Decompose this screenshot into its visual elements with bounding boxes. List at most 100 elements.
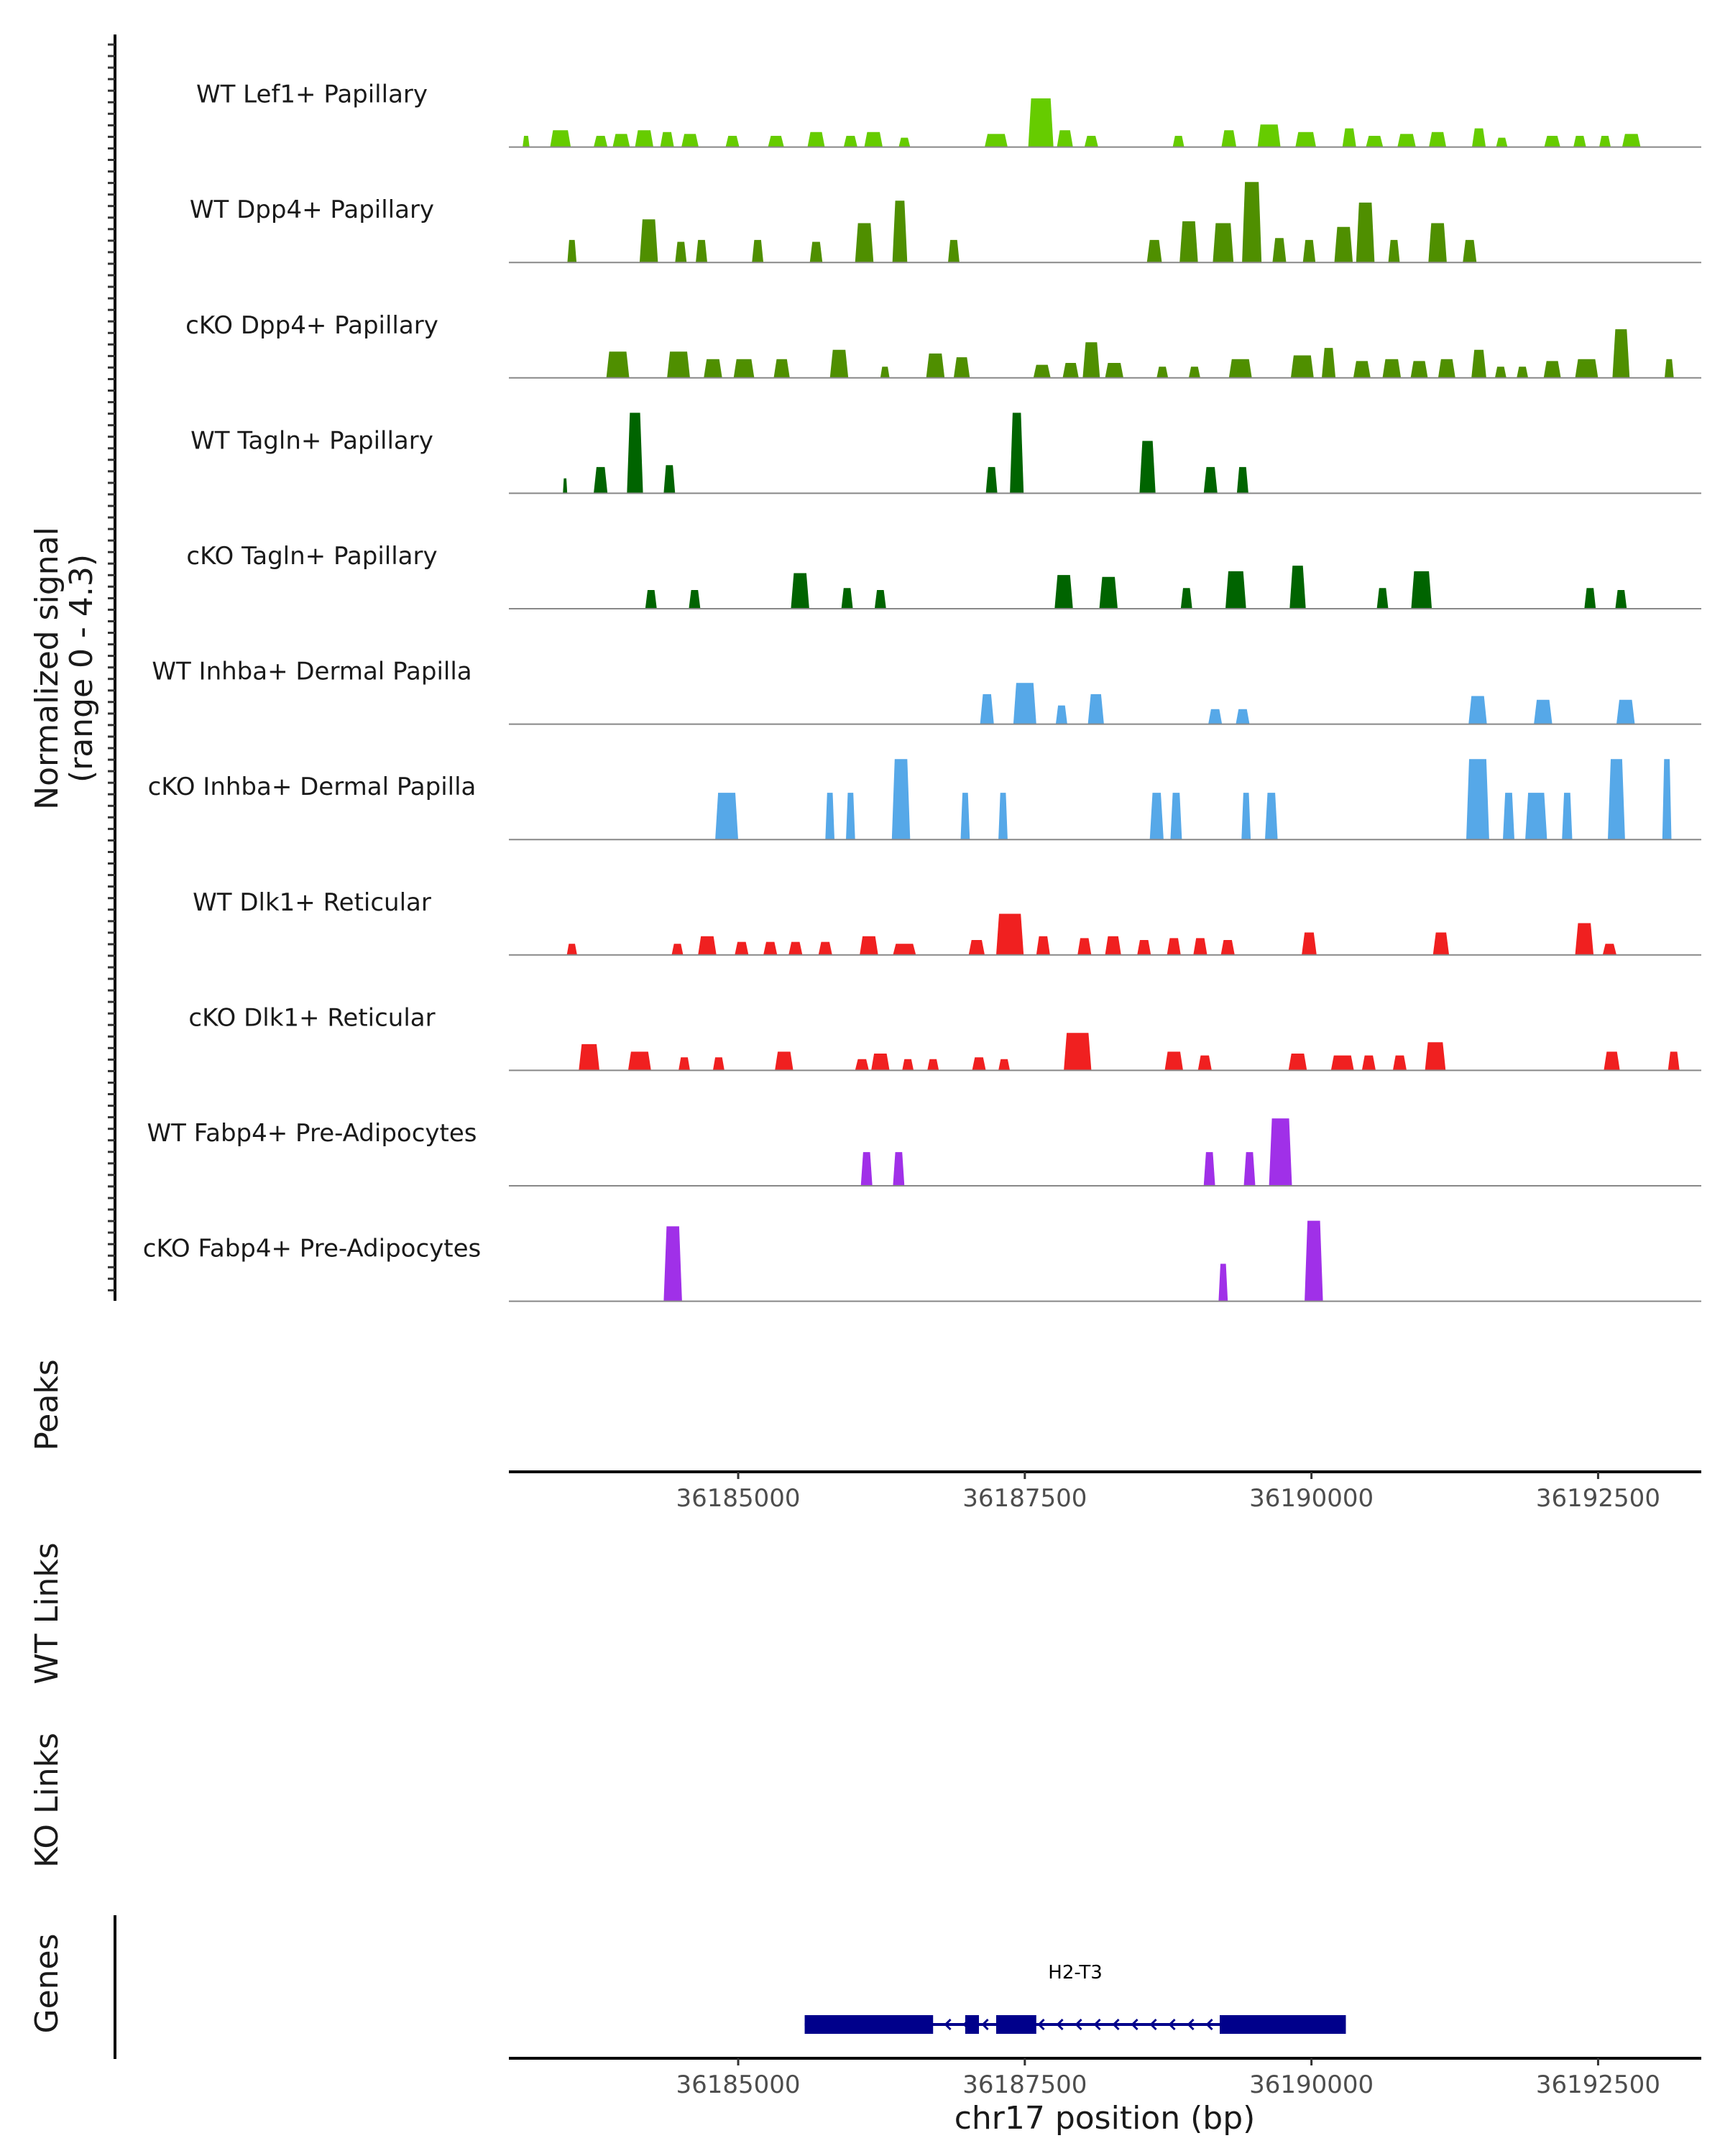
coverage-peak (1064, 1033, 1092, 1071)
coverage-peak (594, 466, 608, 494)
coverage-peak (788, 941, 803, 955)
coverage-peak (1334, 226, 1353, 263)
coverage-peak (1662, 759, 1672, 840)
gene-track: H2-T3 (804, 1962, 1346, 2034)
x-axis-title: chr17 position (bp) (954, 2100, 1256, 2137)
coverage-peak (1361, 1055, 1376, 1071)
coverage-peak (1257, 124, 1281, 147)
coverage-peak (1496, 137, 1508, 147)
wt-links-panel-title: WT Links (29, 1542, 65, 1684)
coverage-peak (1236, 709, 1250, 724)
coverage-peak (1428, 223, 1447, 263)
track-label: WT Tagln+ Papillary (190, 426, 433, 455)
coverage-peak (1082, 342, 1100, 378)
coverage-peak (953, 357, 970, 378)
coverage-peak (1220, 940, 1235, 955)
coverage-peak (1167, 938, 1181, 955)
coverage-peak (704, 359, 722, 378)
x-tick-label: 36190000 (1249, 1484, 1374, 1513)
coverage-peak (898, 137, 911, 147)
coverage-peak (1602, 944, 1616, 955)
coverage-peak (1397, 134, 1416, 147)
coverage-peak (809, 241, 823, 263)
coverage-peak (1432, 932, 1450, 955)
coverage-peak (791, 573, 809, 609)
coverage-peak (1149, 793, 1164, 840)
coverage-peak (1179, 221, 1198, 263)
coverage-peak (825, 793, 834, 840)
coverage-peak (1429, 132, 1447, 147)
track-0: WT Lef1+ Papillary (196, 80, 1701, 148)
coverage-peak (1164, 1051, 1183, 1071)
strand-arrow (1112, 2018, 1120, 2031)
coverage-peak (1146, 239, 1162, 263)
strand-arrow (1168, 2018, 1176, 2031)
coverage-peak (855, 223, 874, 263)
coverage-peak (960, 793, 970, 840)
coverage-peak (1472, 128, 1486, 147)
track-label: WT Fabp4+ Pre-Adipocytes (147, 1119, 477, 1148)
coverage-peak (1466, 759, 1489, 840)
gene-exon (965, 2015, 980, 2034)
coverage-peak (1172, 136, 1184, 147)
peaks-x-ticks: 36185000 36187500 36190000 36192500 (676, 1472, 1660, 1513)
coverage-peak (663, 1226, 682, 1302)
coverage-peak (874, 590, 886, 609)
coverage-peak (998, 1059, 1011, 1071)
coverage-peak (1105, 936, 1121, 955)
track-label: cKO Inhba+ Dermal Papilla (148, 773, 477, 801)
strand-arrow (1093, 2018, 1101, 2031)
track-label: cKO Fabp4+ Pre-Adipocytes (143, 1235, 482, 1263)
coverage-peak (926, 353, 945, 378)
coverage-peak (1356, 202, 1375, 263)
coverage-peak (1203, 1152, 1215, 1186)
coverage-peak (663, 465, 676, 494)
coverage-peak (1322, 348, 1336, 378)
strand-arrow (1075, 2018, 1082, 2031)
coverage-peak (1573, 136, 1586, 147)
coverage-peak (996, 913, 1024, 955)
coverage-peak (880, 367, 890, 378)
track-9: WT Fabp4+ Pre-Adipocytes (147, 1118, 1701, 1187)
coverage-peak (902, 1059, 914, 1071)
gene-exon (804, 2015, 934, 2034)
coverage-peak (567, 239, 577, 263)
coverage-peak (1137, 940, 1151, 955)
strand-arrow (1205, 2018, 1213, 2031)
coverage-peak (667, 351, 690, 378)
coverage-peak (998, 793, 1008, 840)
track-label: WT Dpp4+ Papillary (190, 195, 434, 224)
coverage-peak (1057, 130, 1073, 147)
coverage-peak (1288, 1054, 1307, 1071)
coverage-peak (807, 132, 825, 147)
strand-arrow (1187, 2018, 1195, 2031)
coverage-peak (1243, 1152, 1256, 1186)
coverage-peak (1105, 363, 1123, 378)
track-8: cKO Dlk1+ Reticular (188, 1003, 1701, 1072)
coverage-peak (1376, 588, 1389, 609)
track-3: WT Tagln+ Papillary (190, 413, 1701, 494)
coverage-peak (566, 944, 577, 955)
coverage-peak (846, 793, 855, 840)
coverage-peak (1575, 923, 1594, 955)
coverage-peak (1062, 363, 1079, 378)
coverage-peak (968, 940, 985, 955)
coverage-peak (1468, 696, 1487, 724)
coverage-peak (689, 590, 701, 609)
coverage-peak (841, 588, 853, 609)
coverage-peak (948, 239, 960, 263)
coverage-peak (1463, 239, 1477, 263)
coverage-peak (645, 590, 657, 609)
coverage-peak (606, 351, 630, 378)
coverage-peak (1425, 1042, 1446, 1071)
coverage-peak (735, 941, 749, 955)
coverage-peak (1353, 361, 1371, 378)
coverage-peak (1241, 793, 1251, 840)
strand-arrow (1056, 2018, 1064, 2031)
coverage-peak (1534, 699, 1552, 724)
strand-arrow (1037, 2018, 1045, 2031)
x-tick-label: 36190000 (1249, 2070, 1374, 2099)
coverage-peak (1438, 359, 1455, 378)
coverage-peak (1544, 136, 1560, 147)
